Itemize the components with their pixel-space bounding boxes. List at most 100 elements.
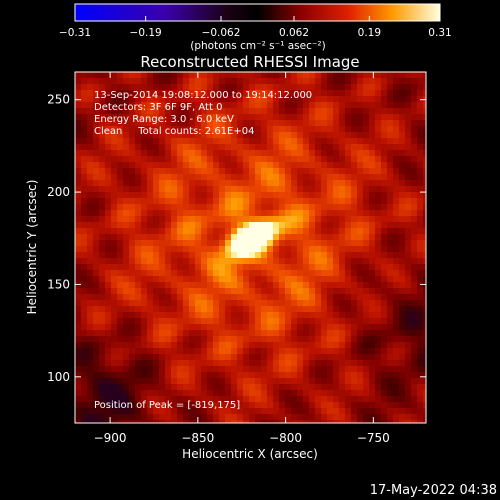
heatmap-cell xyxy=(111,372,117,378)
heatmap-cell xyxy=(357,270,363,276)
heatmap-cell xyxy=(417,138,423,144)
heatmap-cell xyxy=(123,312,129,318)
heatmap-cell xyxy=(261,420,267,423)
heatmap-cell xyxy=(237,192,243,198)
heatmap-cell xyxy=(141,294,147,300)
heatmap-cell xyxy=(327,150,333,156)
heatmap-cell xyxy=(261,252,267,258)
heatmap-cell xyxy=(423,96,426,102)
heatmap-cell xyxy=(315,330,321,336)
heatmap-cell xyxy=(357,168,363,174)
heatmap-cell xyxy=(357,180,363,186)
heatmap-cell xyxy=(123,246,129,252)
heatmap-cell xyxy=(315,258,321,264)
heatmap-cell xyxy=(117,324,123,330)
heatmap-cell xyxy=(417,378,423,384)
heatmap-cell xyxy=(405,108,411,114)
heatmap-cell xyxy=(129,384,135,390)
heatmap-cell xyxy=(87,246,93,252)
heatmap-cell xyxy=(369,312,375,318)
heatmap-cell xyxy=(243,324,249,330)
heatmap-cell xyxy=(117,162,123,168)
heatmap-cell xyxy=(381,78,387,84)
heatmap-cell xyxy=(159,270,165,276)
heatmap-cell xyxy=(165,156,171,162)
heatmap-cell xyxy=(225,318,231,324)
heatmap-cell xyxy=(243,114,249,120)
heatmap-cell xyxy=(309,138,315,144)
heatmap-cell xyxy=(363,396,369,402)
heatmap-cell xyxy=(93,102,99,108)
heatmap-cell xyxy=(81,258,87,264)
heatmap-cell xyxy=(273,306,279,312)
heatmap-cell xyxy=(321,126,327,132)
heatmap-cell xyxy=(339,120,345,126)
heatmap-cell xyxy=(117,90,123,96)
heatmap-cell xyxy=(333,288,339,294)
heatmap-cell xyxy=(405,204,411,210)
heatmap-cell xyxy=(291,384,297,390)
heatmap-cell xyxy=(273,264,279,270)
heatmap-cell xyxy=(399,330,405,336)
heatmap-cell xyxy=(261,294,267,300)
heatmap-cell xyxy=(75,366,81,372)
heatmap-cell xyxy=(393,204,399,210)
heatmap-cell xyxy=(423,390,426,396)
heatmap-cell xyxy=(123,420,129,423)
heatmap-cell xyxy=(201,276,207,282)
heatmap-cell xyxy=(423,420,426,423)
heatmap-cell xyxy=(93,84,99,90)
heatmap-cell xyxy=(219,132,225,138)
heatmap-cell xyxy=(273,330,279,336)
heatmap-cell xyxy=(189,396,195,402)
heatmap-cell xyxy=(81,300,87,306)
heatmap-cell xyxy=(417,84,423,90)
heatmap-cell xyxy=(381,330,387,336)
heatmap-cell xyxy=(201,72,207,78)
heatmap-cell xyxy=(111,390,117,396)
heatmap-cell xyxy=(327,372,333,378)
heatmap-cell xyxy=(213,234,219,240)
heatmap-cell xyxy=(183,108,189,114)
heatmap-cell xyxy=(207,252,213,258)
heatmap-cell xyxy=(219,300,225,306)
heatmap-cell xyxy=(417,240,423,246)
heatmap-cell xyxy=(249,270,255,276)
heatmap-cell xyxy=(99,306,105,312)
heatmap-cell xyxy=(261,366,267,372)
heatmap-cell xyxy=(213,414,219,420)
heatmap-cell xyxy=(129,348,135,354)
heatmap-cell xyxy=(183,270,189,276)
heatmap-cell xyxy=(165,294,171,300)
heatmap-cell xyxy=(99,102,105,108)
heatmap-cell xyxy=(213,216,219,222)
heatmap-cell xyxy=(93,90,99,96)
heatmap-cell xyxy=(333,120,339,126)
heatmap-cell xyxy=(189,366,195,372)
heatmap-cell xyxy=(381,318,387,324)
heatmap-cell xyxy=(321,78,327,84)
heatmap-cell xyxy=(165,336,171,342)
heatmap-cell xyxy=(225,288,231,294)
heatmap-cell xyxy=(249,240,255,246)
heatmap-cell xyxy=(255,318,261,324)
heatmap-cell xyxy=(375,174,381,180)
heatmap-cell xyxy=(357,342,363,348)
heatmap-cell xyxy=(135,270,141,276)
heatmap-cell xyxy=(171,282,177,288)
heatmap-cell xyxy=(381,366,387,372)
heatmap-cell xyxy=(405,156,411,162)
heatmap-cell xyxy=(87,216,93,222)
heatmap-cell xyxy=(327,348,333,354)
heatmap-cell xyxy=(243,264,249,270)
heatmap-cell xyxy=(261,132,267,138)
heatmap-cell xyxy=(117,348,123,354)
heatmap-cell xyxy=(285,186,291,192)
heatmap-cell xyxy=(75,396,81,402)
heatmap-cell xyxy=(417,222,423,228)
heatmap-cell xyxy=(291,294,297,300)
heatmap-cell xyxy=(75,234,81,240)
heatmap-cell xyxy=(165,120,171,126)
heatmap-cell xyxy=(261,348,267,354)
